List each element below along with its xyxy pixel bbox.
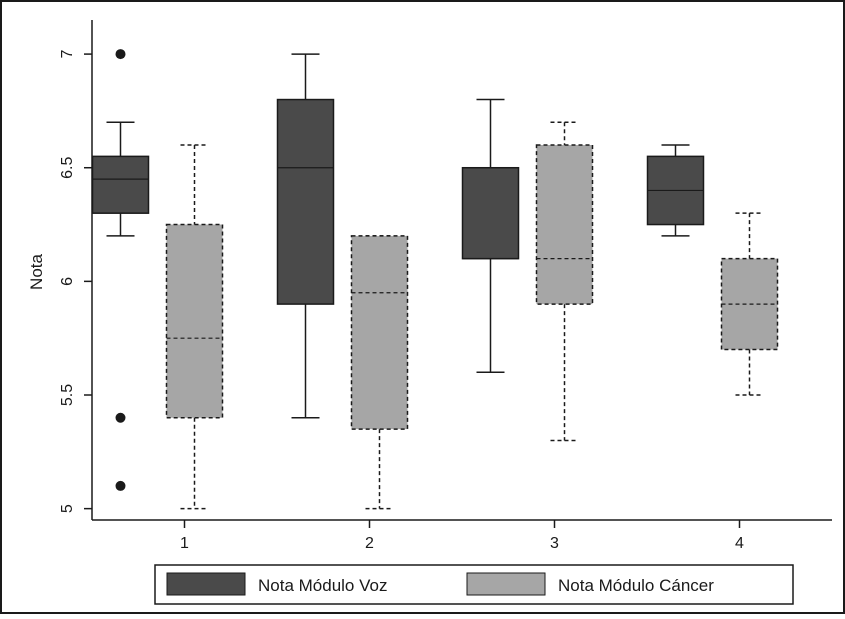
- boxes-layer: [91, 49, 779, 510]
- legend: Nota Módulo Voz Nota Módulo Cáncer: [154, 564, 794, 605]
- box-iqr: [461, 166, 520, 260]
- y-tick-label-3: 6.5: [59, 157, 76, 179]
- x-tick-label-1: 2: [365, 535, 374, 552]
- box-series1-cat1: [165, 144, 224, 510]
- outlier-point-0: [115, 49, 126, 60]
- box-series0-cat3: [461, 98, 520, 374]
- outlier-point-1: [115, 412, 126, 423]
- box-iqr: [276, 98, 335, 305]
- y-tick-label-4: 7: [59, 50, 76, 59]
- legend-swatch-cancer: [466, 572, 546, 596]
- outlier-point-2: [115, 480, 126, 491]
- y-tick-label-1: 5.5: [59, 384, 76, 406]
- x-tick-label-2: 3: [550, 535, 559, 552]
- legend-swatch-voz: [166, 572, 246, 596]
- box-iqr: [350, 235, 409, 430]
- box-series1-cat3: [535, 121, 594, 442]
- legend-label-voz: Nota Módulo Voz: [258, 576, 387, 595]
- box-series0-cat4: [646, 144, 705, 237]
- box-series1-cat4: [720, 212, 779, 396]
- x-ticks: 1 2 3 4: [180, 520, 744, 552]
- y-axis-label: Nota: [27, 254, 46, 290]
- box-series0-cat1: [91, 49, 150, 491]
- box-iqr: [535, 144, 594, 305]
- x-tick-label-3: 4: [735, 535, 744, 552]
- box-series0-cat2: [276, 53, 335, 419]
- y-tick-label-0: 5: [59, 504, 76, 513]
- y-ticks: 5 5.5 6 6.5 7: [59, 50, 92, 513]
- box-iqr: [165, 223, 224, 419]
- box-iqr: [91, 155, 150, 214]
- legend-label-cancer: Nota Módulo Cáncer: [558, 576, 714, 595]
- x-tick-label-0: 1: [180, 535, 189, 552]
- y-tick-label-2: 6: [59, 277, 76, 286]
- box-series1-cat2: [350, 235, 409, 510]
